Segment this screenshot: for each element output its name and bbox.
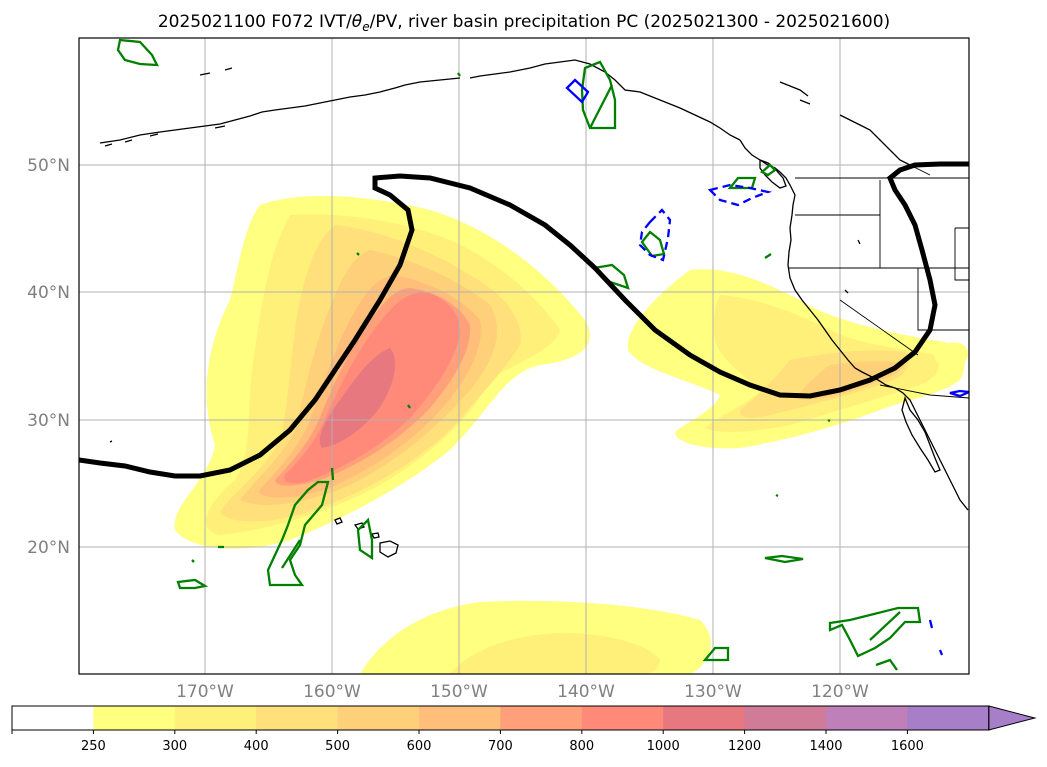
- map-frame: [78, 37, 970, 675]
- colorbar: 250 300 400 500 600 700 800 1000 1200 1400 1600: [11, 705, 1037, 754]
- colorbar-segment: [500, 706, 583, 730]
- precip-contours-positive: [116, 38, 922, 671]
- political-borders: [788, 164, 969, 399]
- colorbar-tick-label: 800: [569, 739, 594, 754]
- colorbar-extension-arrow: [988, 705, 1037, 731]
- colorbar-segment: [419, 706, 501, 730]
- lon-label-150w: 150°W: [430, 682, 488, 702]
- colorbar-segment: [12, 706, 94, 730]
- colorbar-segment: [826, 706, 908, 730]
- ivt-shade-south-300: [450, 633, 660, 674]
- precip-contours-negative: [565, 78, 969, 656]
- colorbar-tick-label: 250: [81, 739, 106, 754]
- colorbar-segment: [663, 706, 746, 730]
- latitude-labels: 50°N 40°N 30°N 20°N: [27, 156, 70, 558]
- colorbar-tick-label: 1200: [728, 739, 761, 754]
- lon-label-170w: 170°W: [176, 682, 234, 702]
- pv-contour: [79, 161, 969, 479]
- longitude-labels: 170°W 160°W 150°W 140°W 130°W 120°W: [176, 682, 869, 702]
- colorbar-segment: [581, 706, 664, 730]
- lon-label-130w: 130°W: [684, 682, 742, 702]
- colorbar-tick-label: 1600: [891, 739, 924, 754]
- colorbar-segment: [744, 706, 827, 730]
- colorbar-segment: [907, 706, 990, 730]
- ivt-shade-small: [934, 342, 968, 369]
- colorbar-tick-label: 1000: [647, 739, 680, 754]
- figure-title: 2025021100 F072 IVT/θe/PV, river basin p…: [158, 12, 890, 34]
- coastlines: [99, 59, 969, 558]
- colorbar-tick-label: 400: [244, 739, 269, 754]
- graticule: [79, 38, 969, 674]
- colorbar-tick-label: 500: [325, 739, 350, 754]
- lon-label-160w: 160°W: [303, 682, 361, 702]
- colorbar-tick-label: 1400: [809, 739, 842, 754]
- colorbar-tick-label: 700: [488, 739, 513, 754]
- colorbar-segment: [174, 706, 257, 730]
- colorbar-tick-label: 300: [162, 739, 187, 754]
- ivt-shade-1000: [319, 348, 396, 448]
- lat-label-30n: 30°N: [27, 411, 70, 431]
- ivt-shade-east-500: [795, 361, 905, 400]
- lat-label-40n: 40°N: [27, 283, 70, 303]
- colorbar-segment: [93, 706, 176, 730]
- lon-label-120w: 120°W: [811, 682, 869, 702]
- lat-label-20n: 20°N: [27, 538, 70, 558]
- colorbar-segment: [337, 706, 420, 730]
- ivt-shading: [174, 195, 968, 674]
- colorbar-segment: [256, 706, 339, 730]
- colorbar-tick-label: 600: [407, 739, 432, 754]
- lon-label-140w: 140°W: [557, 682, 615, 702]
- lat-label-50n: 50°N: [27, 156, 70, 176]
- map-panel: 50°N 40°N 30°N 20°N 170°W 160°W 150°W 14…: [27, 37, 970, 702]
